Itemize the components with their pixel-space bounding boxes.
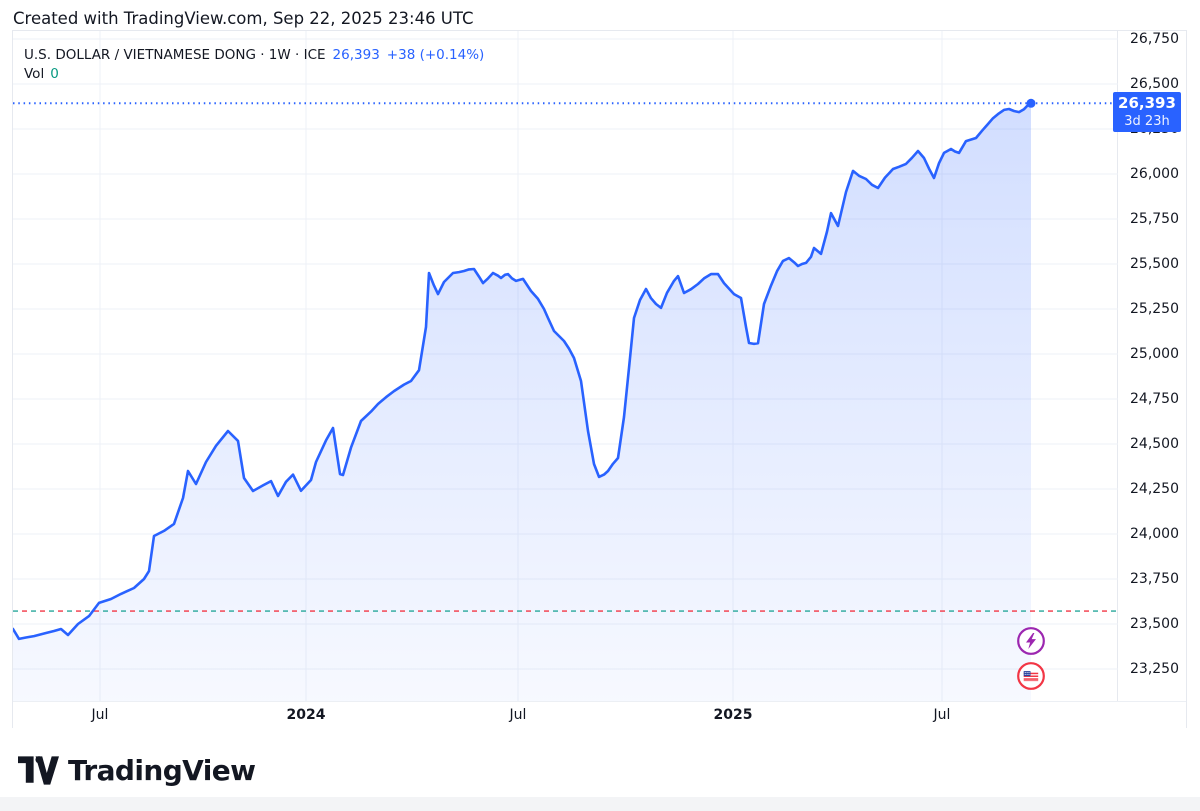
chart-card: U.S. DOLLAR / VIETNAMESE DONG · 1W · ICE… [12,30,1187,728]
price-tick-label: 25,000 [1130,346,1179,362]
symbol-title[interactable]: U.S. DOLLAR / VIETNAMESE DONG · 1W · ICE [24,47,326,63]
price-tick-label: 24,500 [1130,436,1179,452]
us-flag-event-icon[interactable] [1017,662,1046,691]
price-tick-label: 25,750 [1130,211,1179,227]
price-tick-label: 26,750 [1130,31,1179,47]
chart-legend: U.S. DOLLAR / VIETNAMESE DONG · 1W · ICE… [24,46,484,84]
price-tick-label: 24,000 [1130,526,1179,542]
badge-countdown-text: 3d 23h [1124,114,1170,130]
tradingview-logo-icon [18,756,59,785]
price-tick-label: 24,250 [1130,481,1179,497]
last-price-value: 26,393 [332,47,380,63]
bottom-strip [0,797,1200,811]
volume-value: 0 [50,66,59,82]
volume-label: Vol [24,66,45,82]
price-tick-label: 26,000 [1130,166,1179,182]
price-tick-label: 26,500 [1130,76,1179,92]
price-tick-label: 23,750 [1130,571,1179,587]
price-scale-axis[interactable]: 26,75026,50026,25026,00025,75025,50025,2… [1113,31,1188,701]
price-tick-label: 25,250 [1130,301,1179,317]
price-change-value: +38 (+0.14%) [386,47,485,63]
time-axis[interactable]: Jul 2024 Jul 2025 Jul [13,701,1186,728]
price-tick-label: 25,500 [1130,256,1179,272]
price-tick-label: 23,500 [1130,616,1179,632]
badge-price-text: 26,393 [1118,94,1176,113]
time-tick-label: Jul [933,707,951,723]
time-tick-label: Jul [509,707,527,723]
time-tick-label: 2024 [286,707,326,723]
tradingview-wordmark: TradingView [68,754,256,787]
chart-svg [13,31,1118,701]
chart-plot-area[interactable]: U.S. DOLLAR / VIETNAMESE DONG · 1W · ICE… [13,31,1118,701]
lightning-event-icon[interactable] [1017,627,1046,656]
current-price-badge: 26,393 3d 23h [1113,92,1181,133]
tradingview-logo[interactable]: TradingView [18,754,256,787]
price-tick-label: 23,250 [1130,661,1179,677]
time-tick-label: Jul [91,707,109,723]
time-tick-label: 2025 [713,707,753,723]
created-with-text: Created with TradingView.com, Sep 22, 20… [13,9,474,28]
price-tick-label: 24,750 [1130,391,1179,407]
